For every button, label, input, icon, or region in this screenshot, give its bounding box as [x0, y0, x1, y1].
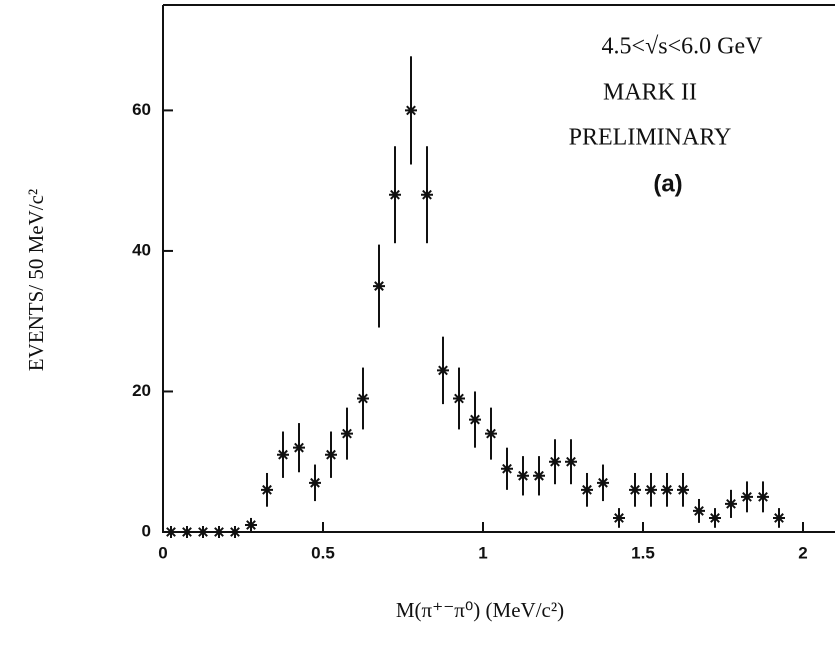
- marker: [245, 518, 257, 531]
- marker: [709, 511, 721, 524]
- marker: [261, 483, 273, 496]
- x-axis-label: M(π⁺⁻π⁰) (MeV/c²): [396, 598, 564, 622]
- marker: [341, 427, 353, 440]
- annotation: (a): [653, 170, 682, 197]
- plot-frame: [162, 4, 835, 533]
- marker: [405, 104, 417, 117]
- marker: [325, 448, 337, 461]
- marker: [741, 490, 753, 503]
- marker: [581, 483, 593, 496]
- marker: [565, 455, 577, 468]
- marker: [421, 188, 433, 201]
- marker: [613, 511, 625, 524]
- marker: [549, 455, 561, 468]
- x-tick-label: 1.5: [631, 543, 655, 562]
- marker: [533, 469, 545, 482]
- marker: [693, 504, 705, 517]
- marker: [501, 462, 513, 475]
- marker: [485, 427, 497, 440]
- marker: [181, 526, 193, 538]
- marker: [357, 392, 369, 405]
- marker: [661, 483, 673, 496]
- y-tick-label: 40: [132, 240, 151, 259]
- marker: [469, 413, 481, 426]
- marker: [437, 364, 449, 377]
- annotation: PRELIMINARY: [569, 125, 732, 151]
- marker: [213, 526, 225, 538]
- marker: [773, 511, 785, 524]
- marker: [277, 448, 289, 461]
- y-tick-label: 60: [132, 100, 151, 119]
- x-tick-label: 0.5: [311, 543, 335, 562]
- x-tick-label: 0: [158, 543, 167, 562]
- marker: [389, 188, 401, 201]
- annotation: MARK II: [603, 80, 697, 106]
- annotation: 4.5<√s<6.0 GeV: [602, 34, 764, 60]
- marker: [309, 476, 321, 489]
- marker: [293, 441, 305, 454]
- marker: [373, 280, 385, 293]
- marker: [645, 483, 657, 496]
- x-tick-label: 2: [798, 543, 807, 562]
- y-axis-label: EVENTS/ 50 MeV/c²: [24, 189, 48, 371]
- marker: [757, 490, 769, 503]
- marker: [629, 483, 641, 496]
- marker: [165, 526, 177, 538]
- marker: [517, 469, 529, 482]
- y-tick-label: 20: [132, 381, 151, 400]
- marker: [597, 476, 609, 489]
- marker: [725, 497, 737, 510]
- marker: [229, 526, 241, 538]
- marker: [453, 392, 465, 405]
- x-tick-label: 1: [478, 543, 487, 562]
- marker: [197, 526, 209, 538]
- marker: [677, 483, 689, 496]
- y-tick-label: 0: [142, 521, 151, 540]
